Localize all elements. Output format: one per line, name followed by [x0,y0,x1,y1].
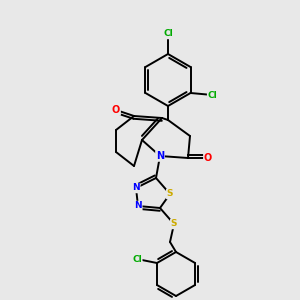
Text: O: O [112,105,120,115]
Text: Cl: Cl [163,29,173,38]
Text: S: S [171,220,177,229]
Text: Cl: Cl [208,91,218,100]
Text: N: N [134,202,142,211]
Text: O: O [204,153,212,163]
Text: N: N [132,184,140,193]
Text: S: S [167,190,173,199]
Text: Cl: Cl [132,254,142,263]
Text: N: N [156,151,164,161]
